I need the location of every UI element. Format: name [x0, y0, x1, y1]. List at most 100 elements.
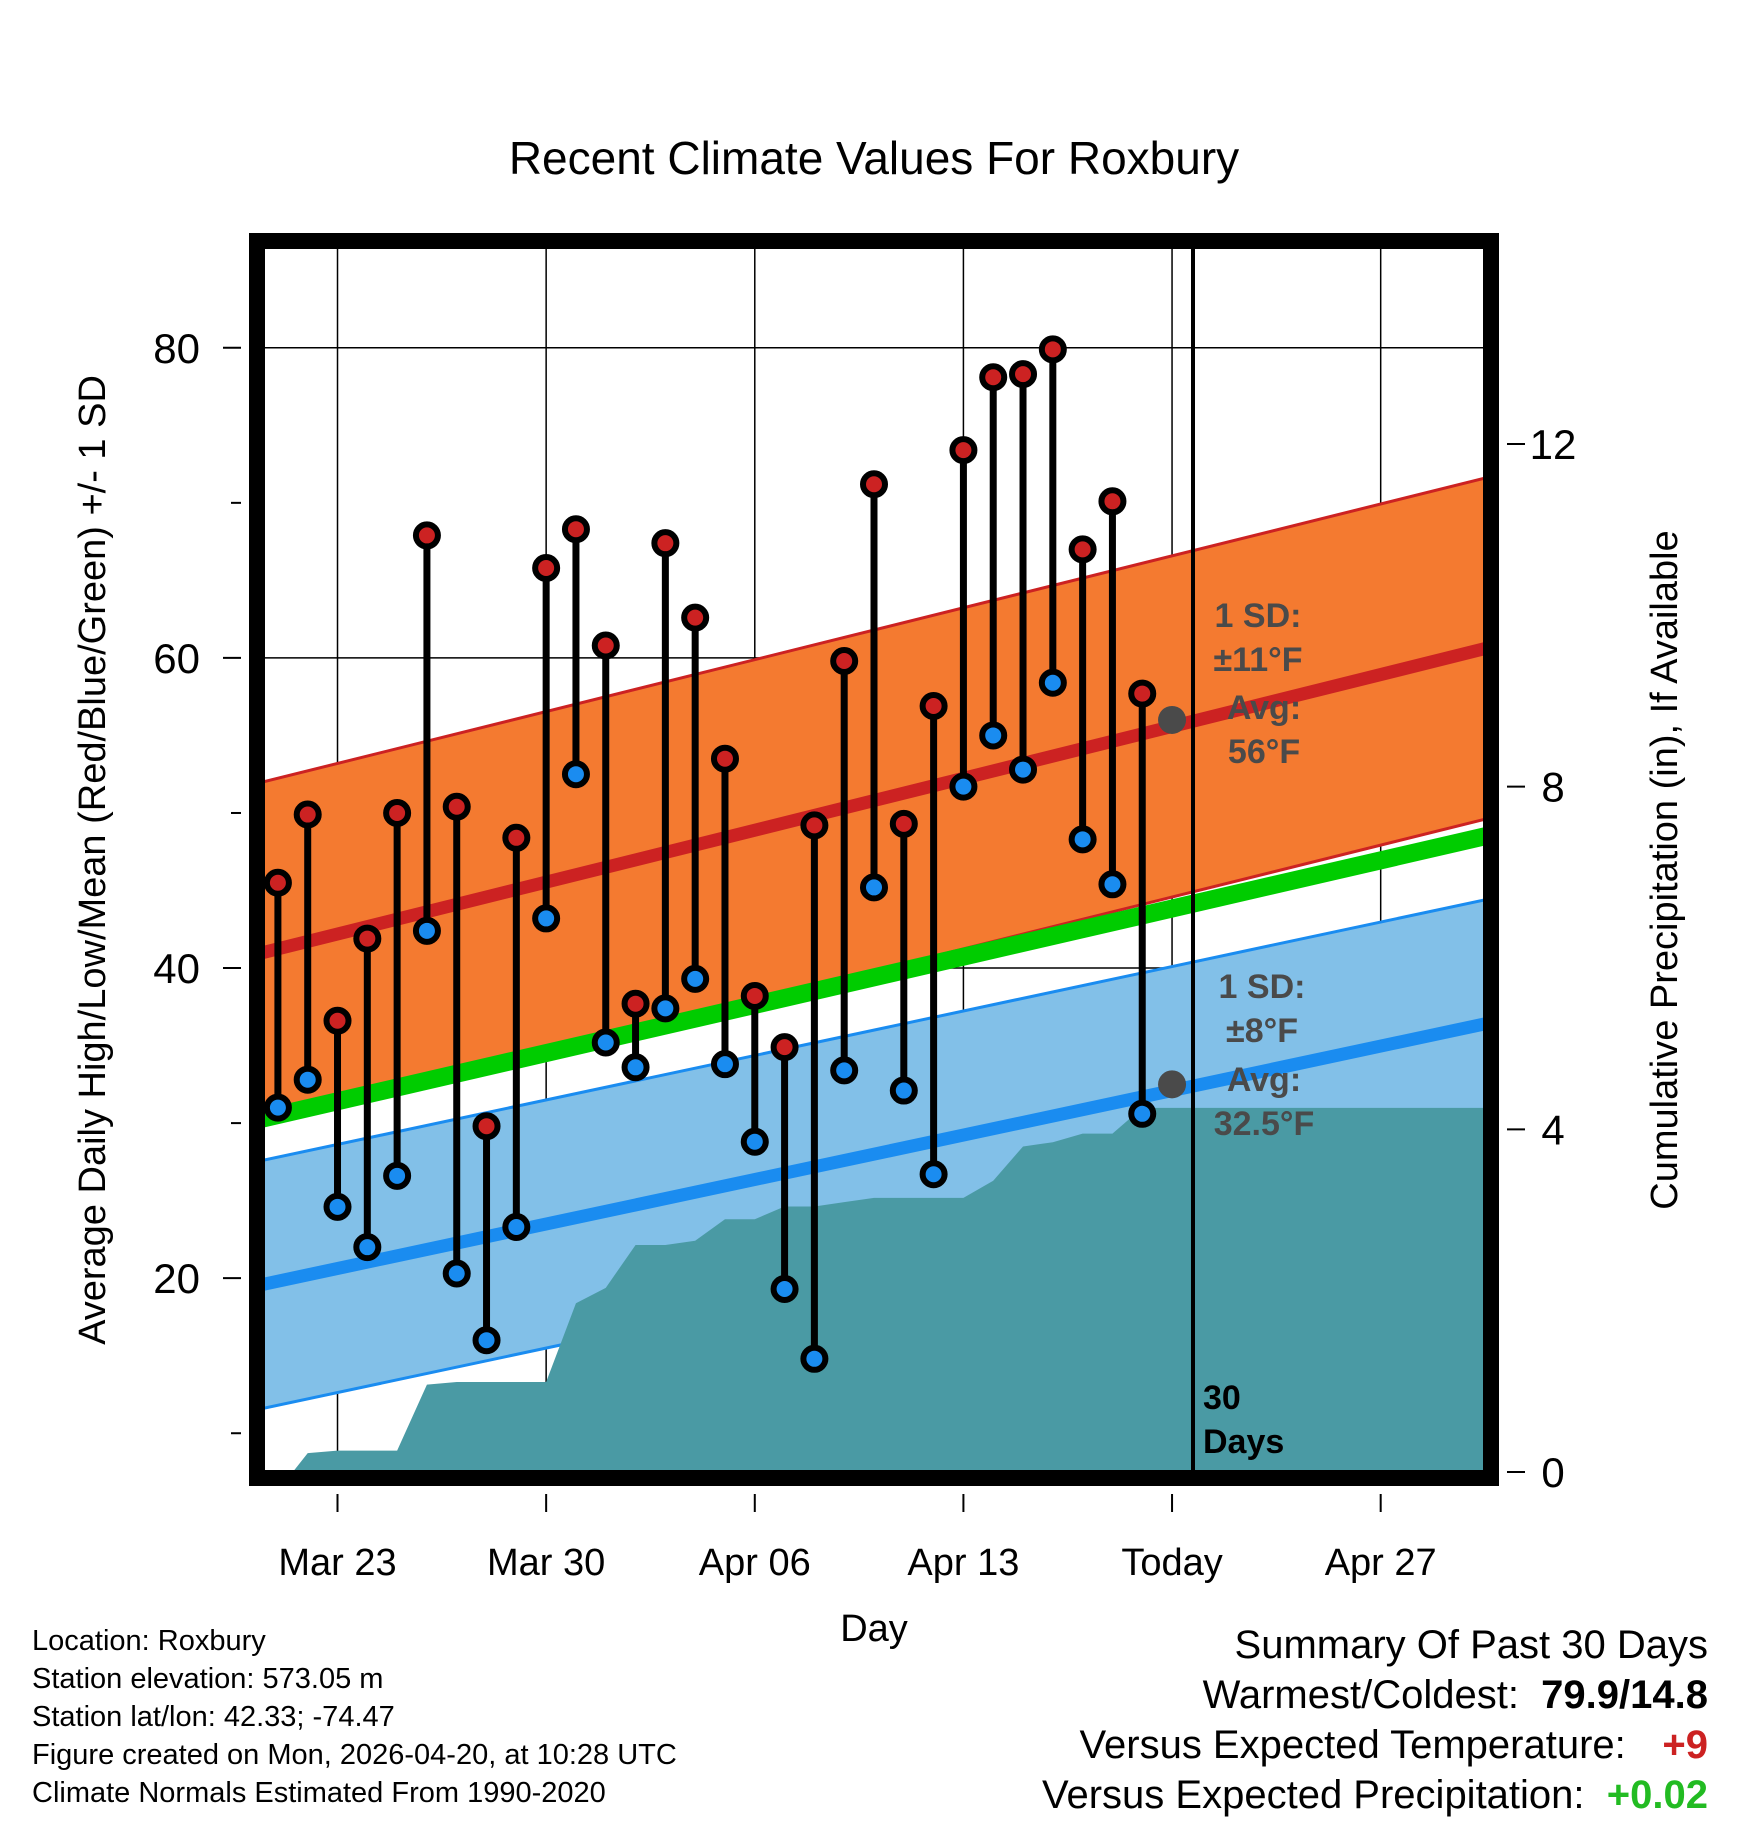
daily-high-point	[1009, 360, 1038, 389]
chart-title: Recent Climate Values For Roxbury	[509, 132, 1239, 184]
location-text: Location: Roxbury	[32, 1625, 266, 1657]
warm-cold-value: 79.9/14.8	[1541, 1673, 1708, 1717]
normal-mean-line	[263, 827, 1485, 1128]
daily-high-point	[442, 792, 471, 821]
daily-high-point	[1038, 335, 1067, 364]
daily-high-point	[889, 809, 918, 838]
period-label: 30 Days	[1203, 1379, 1284, 1461]
daily-low-point	[502, 1213, 531, 1241]
daily-low-point	[830, 1056, 859, 1085]
elevation-text: Station elevation: 573.05 m	[32, 1663, 384, 1695]
x-tick-label: Apr 13	[907, 1542, 1019, 1584]
daily-low-point	[1098, 870, 1127, 899]
y-tick-label: 60	[153, 635, 200, 682]
daily-low-point	[681, 964, 710, 993]
daily-high-point	[949, 436, 978, 465]
daily-high-point	[383, 798, 412, 827]
daily-low-point	[860, 873, 888, 902]
daily-low-point	[651, 994, 680, 1023]
daily-high-point	[860, 470, 888, 499]
precip-value: +0.02	[1606, 1773, 1708, 1817]
daily-low-point	[889, 1076, 918, 1105]
daily-high-point	[800, 811, 829, 840]
today-normal-high-marker	[1158, 705, 1187, 734]
daily-low-point	[323, 1192, 352, 1221]
daily-low-point	[1009, 755, 1038, 784]
y2-tick-label: 4	[1541, 1106, 1564, 1153]
daily-low-point	[412, 916, 441, 945]
daily-low-point	[621, 1053, 650, 1082]
daily-low-point	[770, 1275, 799, 1304]
daily-high-point	[353, 924, 382, 953]
daily-high-point	[681, 603, 710, 632]
daily-low-point	[532, 904, 561, 933]
daily-high-point	[263, 868, 292, 897]
daily-low-point	[472, 1326, 501, 1355]
warm-cold-label: Warmest/Coldest:	[1202, 1673, 1519, 1717]
daily-low-point	[1128, 1099, 1157, 1128]
daily-high-point	[502, 823, 531, 852]
daily-low-point	[442, 1259, 471, 1288]
high-avg-annotation: Avg: 56°F	[1227, 689, 1301, 771]
x-tick-label: Mar 23	[278, 1542, 396, 1584]
normal-low-line	[263, 1017, 1485, 1291]
daily-high-point	[1128, 679, 1157, 708]
daily-low-point	[949, 772, 978, 801]
daily-high-point	[830, 647, 859, 676]
daily-high-point	[561, 515, 590, 544]
daily-high-point	[591, 631, 620, 660]
daily-low-point	[800, 1344, 829, 1373]
daily-low-point	[919, 1160, 948, 1189]
daily-low-point	[353, 1233, 382, 1262]
temp-row: Versus Expected Temperature: +9	[1042, 1720, 1708, 1770]
normals-text: Climate Normals Estimated From 1990-2020	[32, 1777, 606, 1809]
temp-value: +9	[1662, 1723, 1708, 1767]
low-sd-annotation: 1 SD: ±8°F	[1219, 968, 1306, 1050]
daily-high-point	[770, 1033, 799, 1062]
y-tick-label: 20	[153, 1255, 200, 1302]
precip-label: Versus Expected Precipitation:	[1042, 1773, 1585, 1817]
daily-high-point	[1068, 535, 1097, 564]
y-tick-label: 40	[153, 945, 200, 992]
precip-area	[263, 1107, 1485, 1472]
warm-cold-row: Warmest/Coldest: 79.9/14.8	[1042, 1670, 1708, 1720]
plot-frame	[249, 233, 1499, 1486]
low-sd-band-upper-edge	[263, 898, 1485, 1162]
daily-low-point	[1068, 825, 1097, 854]
summary-title: Summary Of Past 30 Days	[1234, 1623, 1708, 1667]
daily-low-point	[1038, 668, 1067, 697]
y2-tick-label: 8	[1541, 764, 1564, 811]
y-axis-label: Average Daily High/Low/Mean (Red/Blue/Gr…	[72, 375, 114, 1345]
station-info: Location: Roxbury Station elevation: 573…	[32, 1622, 677, 1812]
daily-high-point	[979, 363, 1008, 392]
daily-low-point	[263, 1093, 292, 1122]
created-text: Figure created on Mon, 2026-04-20, at 10…	[32, 1739, 677, 1771]
low-avg-annotation: Avg: 32.5°F	[1214, 1061, 1315, 1143]
today-normal-low-marker	[1158, 1070, 1187, 1099]
high-sd-annotation: 1 SD: ±11°F	[1214, 597, 1303, 679]
daily-low-point	[979, 721, 1008, 750]
daily-low-point	[710, 1050, 739, 1079]
x-axis-label: Day	[840, 1608, 908, 1650]
daily-low-point	[591, 1028, 620, 1057]
daily-high-point	[472, 1112, 501, 1141]
axes: 20 40 60 80 0 4 8 12 Mar 23 Mar 30 Apr 06 Apr 13 Tod…	[153, 325, 1576, 1584]
temp-label: Versus Expected Temperature:	[1079, 1723, 1626, 1767]
y-tick-label: 80	[153, 325, 200, 372]
latlon-text: Station lat/lon: 42.33; -74.47	[32, 1701, 395, 1733]
daily-high-point	[621, 989, 650, 1018]
chart-overlay: 1 SD: ±11°F Avg: 56°F 1 SD: ±8°F Avg: 32.5°F 30 D…	[263, 335, 1315, 1461]
x-tick-label: Apr 06	[699, 1542, 811, 1584]
x-tick-label: Today	[1121, 1542, 1222, 1584]
y2-axis-label: Cumulative Precipitation (in), If Availa…	[1644, 530, 1686, 1209]
precip-row: Versus Expected Precipitation: +0.02	[1042, 1770, 1708, 1820]
daily-low-point	[740, 1127, 769, 1156]
daily-high-point	[740, 981, 769, 1010]
x-tick-label: Mar 30	[487, 1542, 605, 1584]
daily-low-point	[561, 760, 590, 789]
daily-high-point	[293, 800, 322, 829]
x-tick-label: Apr 27	[1325, 1542, 1437, 1584]
daily-low-point	[293, 1065, 322, 1094]
y2-tick-label: 12	[1530, 421, 1577, 468]
